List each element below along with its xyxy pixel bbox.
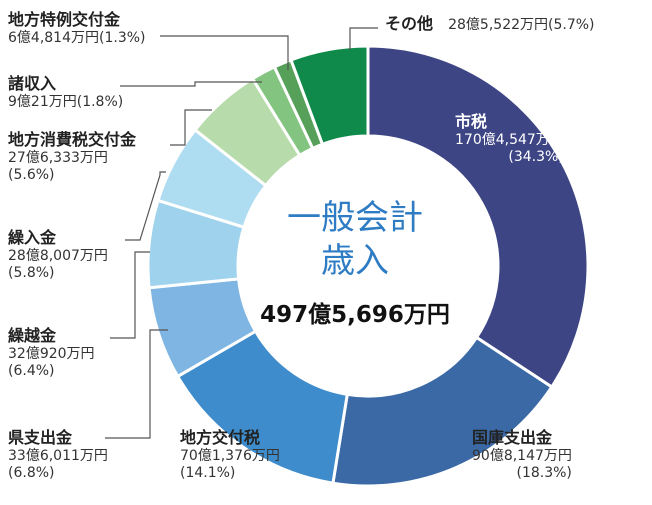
label-shizei: 市税 170億4,547万円 (34.3%) bbox=[455, 112, 564, 166]
slice-sonota bbox=[289, 44, 370, 147]
center-total: 497億5,696万円 bbox=[260, 302, 450, 328]
donut-hole bbox=[239, 137, 497, 395]
label-tokurei-name: 地方特例交付金 bbox=[8, 10, 121, 29]
label-kurikoshi: 繰越金 32億920万円 (6.4%) bbox=[8, 326, 95, 380]
label-shohizei-amount: 27億6,333万円 bbox=[8, 149, 108, 166]
label-shoshunyu-amount: 9億21万円 bbox=[8, 93, 77, 110]
slice-shizei bbox=[366, 44, 590, 390]
label-chihokofu-name: 地方交付税 bbox=[180, 428, 261, 447]
label-shoshunyu-name: 諸収入 bbox=[8, 74, 57, 93]
label-tokurei: 地方特例交付金 6億4,814万円(1.3%) bbox=[8, 10, 146, 47]
label-shizei-name: 市税 bbox=[455, 112, 488, 131]
center-title-line-2: 歳入 bbox=[321, 240, 389, 281]
label-tokurei-percent: (1.3%) bbox=[99, 29, 146, 46]
label-kurikoshi-percent: (6.4%) bbox=[8, 362, 55, 379]
label-ken-amount: 33億6,011万円 bbox=[8, 447, 108, 464]
leader-line-sonota bbox=[349, 27, 378, 50]
label-sonota-name: その他 bbox=[385, 14, 434, 33]
leader-line-kurikoshi bbox=[110, 251, 150, 339]
label-tokurei-amount: 6億4,814万円 bbox=[8, 29, 99, 46]
leader-line-kuriire bbox=[125, 171, 166, 241]
label-chihokofu-percent: (14.1%) bbox=[180, 464, 236, 481]
label-shohizei-percent: (5.6%) bbox=[8, 166, 55, 183]
label-chihokofu: 地方交付税 70億1,376万円 (14.1%) bbox=[180, 428, 280, 482]
label-shohizei-name: 地方消費税交付金 bbox=[8, 130, 137, 149]
leader-line-shoshunyu bbox=[120, 81, 262, 87]
label-ken-name: 県支出金 bbox=[8, 428, 73, 447]
label-shohizei: 地方消費税交付金 27億6,333万円 (5.6%) bbox=[8, 130, 136, 184]
label-kuriire: 繰入金 28億8,007万円 (5.8%) bbox=[8, 228, 108, 282]
center-title: 一般会計 歳入 bbox=[255, 197, 455, 282]
label-kokko-percent: (18.3%) bbox=[516, 464, 572, 481]
label-shoshunyu-percent: (1.8%) bbox=[76, 93, 124, 110]
label-shoshunyu: 諸収入 9億21万円(1.8%) bbox=[8, 74, 123, 111]
label-ken-percent: (6.8%) bbox=[8, 464, 55, 481]
label-kuriire-name: 繰入金 bbox=[8, 228, 57, 247]
label-shizei-amount: 170億4,547万円 bbox=[455, 131, 564, 148]
leader-line-tokurei bbox=[160, 35, 289, 70]
slice-kokko bbox=[331, 335, 554, 488]
label-sonota-amount: 28億5,522万円 bbox=[448, 17, 549, 33]
leader-line-ken bbox=[105, 329, 168, 439]
label-kokko-amount: 90億8,147万円 bbox=[472, 447, 572, 464]
label-kuriire-percent: (5.8%) bbox=[8, 264, 55, 281]
label-kokko-name: 国庫支出金 bbox=[472, 428, 553, 447]
label-chihokofu-amount: 70億1,376万円 bbox=[180, 447, 280, 464]
label-ken: 県支出金 33億6,011万円 (6.8%) bbox=[8, 428, 108, 482]
label-sonota: その他 28億5,522万円(5.7%) bbox=[385, 14, 595, 34]
label-kokko: 国庫支出金 90億8,147万円 (18.3%) bbox=[472, 428, 572, 482]
label-shizei-percent: (34.3%) bbox=[508, 148, 564, 165]
label-kurikoshi-name: 繰越金 bbox=[8, 326, 57, 345]
leader-line-shohizei bbox=[170, 109, 212, 146]
label-kurikoshi-amount: 32億920万円 bbox=[8, 345, 95, 362]
label-kuriire-amount: 28億8,007万円 bbox=[8, 247, 108, 264]
label-sonota-percent: (5.7%) bbox=[548, 17, 595, 33]
center-title-line-1: 一般会計 bbox=[287, 198, 423, 238]
